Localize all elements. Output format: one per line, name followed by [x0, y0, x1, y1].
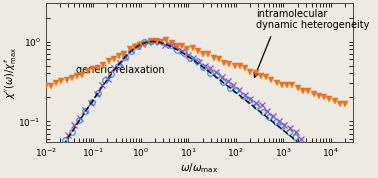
Y-axis label: $\chi^{\prime\prime}(\omega)/\chi^{\prime\prime}_\mathrm{max}$: $\chi^{\prime\prime}(\omega)/\chi^{\prim…: [3, 47, 19, 99]
Text: intramolecular
dynamic heterogeneity: intramolecular dynamic heterogeneity: [257, 9, 370, 30]
Text: generic relaxation: generic relaxation: [76, 65, 165, 75]
X-axis label: $\omega/\omega_\mathrm{max}$: $\omega/\omega_\mathrm{max}$: [180, 161, 219, 174]
